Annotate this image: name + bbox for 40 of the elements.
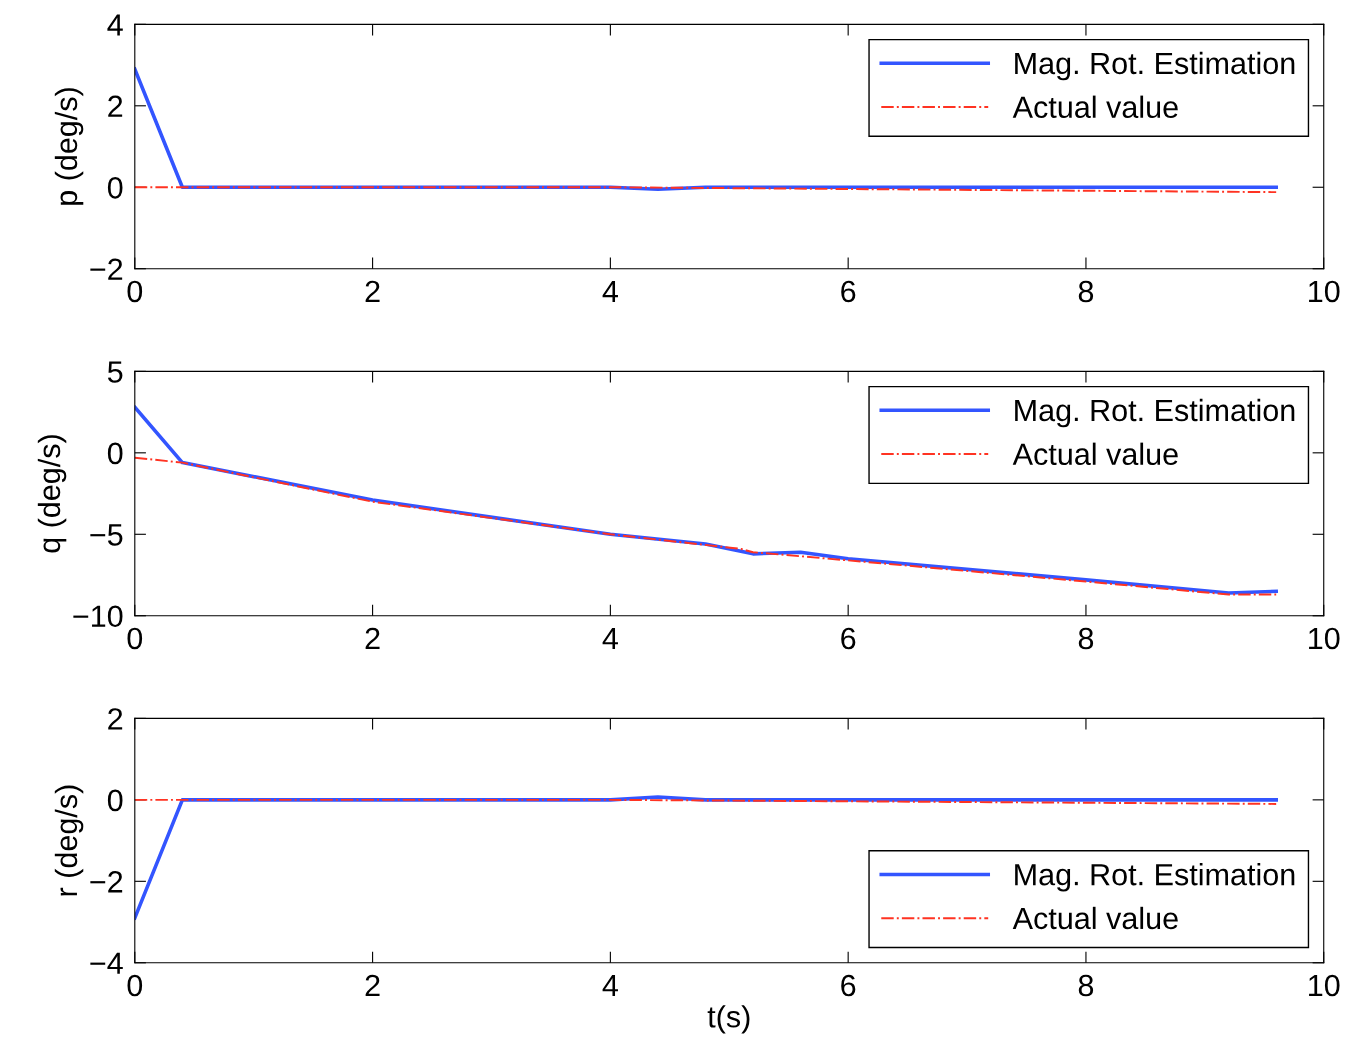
y-tick-label: −4 [90,952,123,974]
x-tick-label: 0 [127,974,143,997]
x-tick-label: 0 [127,627,143,650]
x-tick-label: 2 [365,974,380,997]
x-tick-label: 8 [1078,627,1094,650]
x-tick-label: 4 [602,627,618,649]
y-tick-label: 2 [108,708,123,730]
y-tick-label: 0 [107,176,123,199]
y-tick-label: 2 [108,95,123,117]
x-tick-label: 4 [602,280,618,302]
legend-label: Mag. Rot. Estimation [1015,51,1295,81]
x-tick-label: 10 [1309,974,1340,997]
x-axis-title: t(s) [707,1005,750,1034]
x-tick-label: 10 [1309,280,1340,303]
y-tick-label: 4 [107,14,123,36]
x-tick-label: 2 [365,627,380,649]
x-tick-label: 8 [1078,974,1094,997]
legend-label: Mag. Rot. Estimation [1015,398,1295,428]
y-tick-label: −5 [90,524,123,546]
legend-label: Actual value [1012,442,1178,466]
y-tick-label: −2 [90,258,123,280]
y-tick-label: 5 [107,361,123,383]
x-tick-label: 2 [365,280,380,302]
legend-label: Actual value [1012,95,1178,119]
y-tick-label: −2 [90,871,123,893]
y-axis-title: p (deg/s) [54,88,84,205]
x-tick-label: 8 [1078,280,1094,303]
x-tick-label: 10 [1309,627,1340,650]
y-tick-label: −10 [73,605,123,628]
y-tick-label: 0 [107,442,123,465]
y-tick-label: 0 [107,789,123,812]
legend-label: Actual value [1012,906,1178,930]
x-tick-label: 0 [127,280,143,303]
y-axis-title: q (deg/s) [37,435,67,553]
x-tick-label: 6 [841,627,856,650]
x-tick-label: 6 [841,280,856,303]
legend-label: Mag. Rot. Estimation [1015,863,1295,892]
x-tick-label: 6 [841,974,856,997]
x-tick-label: 4 [602,975,618,997]
y-axis-title: r (deg/s) [54,785,84,896]
